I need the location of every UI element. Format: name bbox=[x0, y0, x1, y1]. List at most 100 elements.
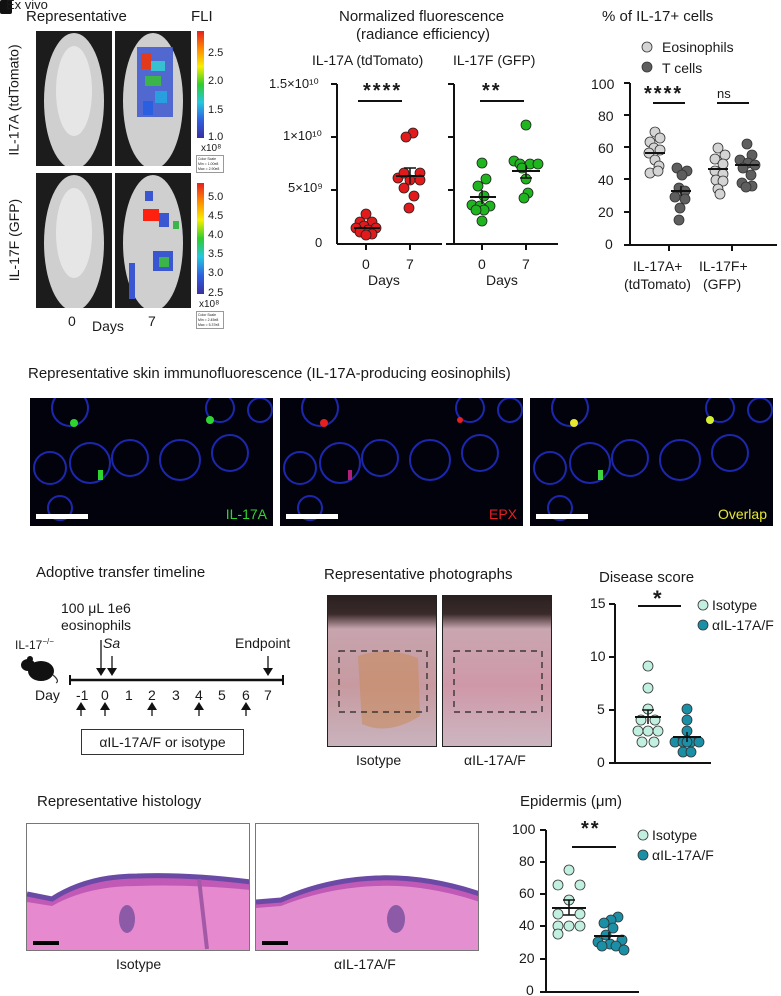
y-tick: 15 bbox=[590, 595, 606, 611]
x-title-days: Days bbox=[92, 318, 124, 334]
x-label: IL-17F+ bbox=[699, 258, 748, 274]
x-label: (GFP) bbox=[703, 276, 742, 292]
injection-line2: eosinophils bbox=[61, 617, 132, 633]
histology-label-anti-il17: αIL-17A/F bbox=[334, 956, 396, 972]
significance-il17a: **** bbox=[363, 80, 403, 102]
if-image-overlap: Overlap bbox=[530, 398, 773, 526]
legend-anti-il17: αIL-17A/F bbox=[652, 847, 714, 863]
mouse-image-il17f-day0 bbox=[36, 173, 112, 308]
color-scale-bar-top bbox=[197, 31, 204, 138]
disease-title: Disease score bbox=[599, 569, 695, 586]
significance-il17f: ns bbox=[717, 86, 731, 101]
mouse-image-il17f-day7 bbox=[115, 173, 191, 308]
significance: ** bbox=[581, 818, 601, 840]
legend-markers bbox=[637, 829, 649, 861]
il17-cells-plot-area bbox=[624, 82, 777, 251]
if-image-il17a: IL-17A bbox=[30, 398, 273, 526]
legend-eosinophils: Eosinophils bbox=[662, 39, 734, 55]
y-tick: 40 bbox=[519, 917, 535, 933]
y-tick: 80 bbox=[519, 853, 535, 869]
y-tick: 100 bbox=[591, 76, 615, 92]
x-label: IL-17A+ bbox=[633, 258, 683, 274]
panel-b-title-line2: (radiance efficiency) bbox=[356, 26, 490, 43]
strain-label: IL-17−/− bbox=[15, 637, 54, 652]
legend-isotype: Isotype bbox=[712, 597, 758, 613]
legend-markers bbox=[697, 599, 709, 631]
y-tick: 40 bbox=[598, 172, 614, 188]
panel-b-title-line1: Normalized fluorescence bbox=[339, 8, 505, 25]
if-image-epx: EPX bbox=[280, 398, 523, 526]
photos-title: Representative photographs bbox=[324, 566, 513, 583]
sa-label: Sa bbox=[103, 635, 121, 651]
ex-vivo-label: Ex vivo bbox=[6, 0, 48, 12]
color-scale-legend-box-bottom: Color Scale Min = 2.45e8 Max = 5.37e8 bbox=[196, 311, 224, 329]
legend-t-cells: T cells bbox=[662, 60, 703, 76]
y-tick: 100 bbox=[512, 821, 536, 837]
y-tick: 60 bbox=[598, 140, 614, 156]
histology-title: Representative histology bbox=[37, 793, 202, 810]
row-label-il17a: IL-17A (tdTomato) bbox=[6, 44, 22, 156]
y-tick: 20 bbox=[598, 204, 614, 220]
x-tick: 7 bbox=[522, 256, 530, 272]
x-title: Days bbox=[486, 272, 518, 288]
x-title: Days bbox=[368, 272, 400, 288]
epidermis-title: Epidermis (μm) bbox=[520, 793, 622, 810]
row-label-il17f: IL-17F (GFP) bbox=[6, 198, 22, 282]
panel-a-title: Representative bbox=[26, 8, 127, 25]
significance-il17a: **** bbox=[644, 83, 684, 105]
fluorescence-plot-area bbox=[331, 83, 558, 250]
x-label-day0: 0 bbox=[68, 313, 76, 329]
photo-anti-il17 bbox=[442, 595, 552, 747]
photo-label-anti-il17: αIL-17A/F bbox=[464, 752, 526, 768]
x-label: (tdTomato) bbox=[624, 276, 691, 292]
day-label: Day bbox=[35, 687, 60, 703]
x-tick: 0 bbox=[478, 256, 486, 272]
y-tick: 10 bbox=[590, 648, 606, 664]
y-tick: 20 bbox=[519, 950, 535, 966]
histology-image-isotype bbox=[26, 823, 250, 951]
y-tick: 80 bbox=[598, 108, 614, 124]
color-scale-unit-bottom: x10⁸ bbox=[199, 299, 220, 310]
disease-plot-area bbox=[609, 603, 711, 764]
endpoint-label: Endpoint bbox=[235, 635, 291, 651]
channel-label: EPX bbox=[488, 506, 517, 522]
mouse-image-il17a-day0 bbox=[36, 31, 112, 166]
significance-il17f: ** bbox=[482, 80, 502, 102]
mouse-icon bbox=[21, 656, 59, 684]
histology-image-anti-il17 bbox=[255, 823, 479, 951]
injection-line1: 100 μL 1e6 bbox=[61, 600, 131, 616]
x-label-day7: 7 bbox=[148, 313, 156, 329]
y-tick: 0 bbox=[526, 982, 534, 996]
mouse-image-il17a-day7 bbox=[115, 31, 191, 166]
photo-label-isotype: Isotype bbox=[356, 752, 402, 768]
panel-letter-badge bbox=[0, 0, 12, 14]
significance: * bbox=[653, 586, 662, 611]
y-tick: 60 bbox=[519, 885, 535, 901]
subtitle-il17a: IL-17A (tdTomato) bbox=[312, 52, 424, 68]
x-tick: 7 bbox=[406, 256, 414, 272]
color-scale-unit-top: x10⁸ bbox=[201, 143, 222, 154]
x-tick: 0 bbox=[362, 256, 370, 272]
timeline-title: Adoptive transfer timeline bbox=[36, 564, 206, 581]
fli-label: FLI bbox=[191, 8, 213, 25]
epidermis-plot-area bbox=[540, 829, 639, 993]
channel-label: Overlap bbox=[717, 506, 767, 522]
color-scale-bar-bottom bbox=[197, 183, 204, 294]
legend-isotype: Isotype bbox=[652, 827, 698, 843]
histology-label-isotype: Isotype bbox=[116, 956, 162, 972]
y-tick: 0 bbox=[605, 236, 613, 252]
legend-markers bbox=[641, 41, 653, 73]
y-tick: 0 bbox=[597, 754, 605, 770]
panel-c-title: % of IL-17+ cells bbox=[602, 8, 714, 25]
y-tick: 5 bbox=[597, 701, 605, 717]
y-tick: 1×10¹⁰ bbox=[283, 128, 322, 143]
legend-anti-il17: αIL-17A/F bbox=[712, 617, 774, 633]
y-tick: 1.5×10¹⁰ bbox=[269, 76, 319, 91]
color-scale-legend-box-top: Color Scale Min = 1.00e8 Max = 2.90e8 bbox=[196, 155, 224, 173]
y-tick: 5×10⁹ bbox=[288, 180, 323, 195]
if-title: Representative skin immunofluorescence (… bbox=[28, 365, 511, 382]
photo-isotype bbox=[327, 595, 437, 747]
treatment-box: αIL-17A/F or isotype bbox=[81, 729, 244, 755]
subtitle-il17f: IL-17F (GFP) bbox=[453, 52, 536, 68]
y-tick: 0 bbox=[315, 235, 323, 250]
